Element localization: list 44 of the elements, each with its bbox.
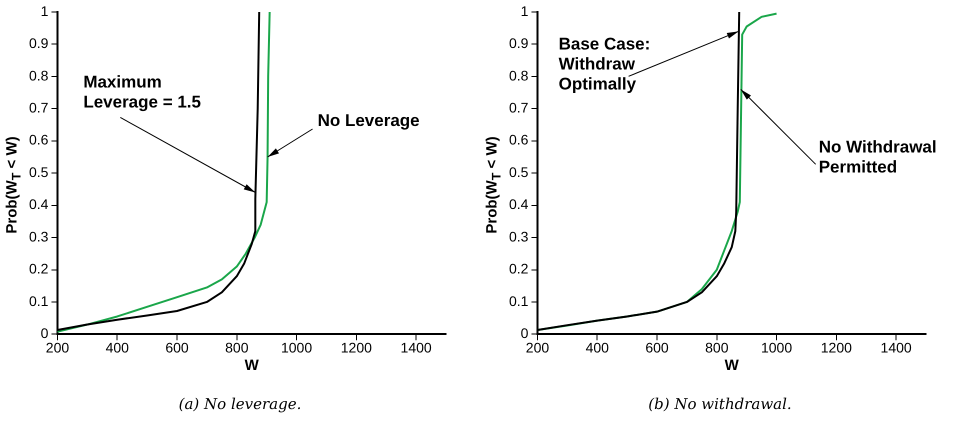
y-tick-label: 0.6 xyxy=(28,132,49,148)
x-tick-label: 1000 xyxy=(280,339,312,356)
y-tick-label: 0.8 xyxy=(508,67,529,84)
x-tick-label: 200 xyxy=(526,339,550,356)
x-tick-label: 600 xyxy=(645,339,669,356)
x-tick-label: 400 xyxy=(106,339,130,356)
y-tick-label: 0.5 xyxy=(28,164,49,180)
x-tick-label: 1000 xyxy=(760,339,792,356)
x-tick-label: 400 xyxy=(586,339,610,356)
y-tick-label: 0.3 xyxy=(508,228,529,244)
y-tick-label: 0.7 xyxy=(28,100,49,116)
y-tick-label: 0.4 xyxy=(508,196,529,212)
annotation: No Withdrawal Permitted xyxy=(818,138,937,177)
y-tick-label: 0.9 xyxy=(28,35,49,52)
y-tick-label: 1 xyxy=(520,2,529,19)
x-tick-label: 1400 xyxy=(880,339,912,356)
y-tick-label: 0.2 xyxy=(508,260,529,277)
y-tick-label: 0 xyxy=(520,325,529,342)
y-tick-label: 0.6 xyxy=(508,132,529,148)
y-tick-label: 0.1 xyxy=(28,292,49,309)
y-tick-label: 0.3 xyxy=(28,228,49,244)
annotation: No Leverage xyxy=(318,111,420,130)
y-tick-label: 0 xyxy=(40,325,49,342)
y-tick-label: 1 xyxy=(40,2,49,19)
y-tick-label: 0.9 xyxy=(508,35,529,52)
y-tick-label: 0.5 xyxy=(508,164,529,180)
text: (a) No leverage. xyxy=(178,395,302,413)
y-tick-label: 0.7 xyxy=(508,100,529,116)
x-axis-title: W xyxy=(244,357,260,374)
x-tick-label: 600 xyxy=(165,339,189,356)
x-tick-label: 1400 xyxy=(400,339,432,356)
x-tick-label: 800 xyxy=(705,339,729,356)
x-tick-label: 800 xyxy=(225,339,249,356)
x-tick-label: 1200 xyxy=(820,339,852,356)
y-tick-label: 0.1 xyxy=(508,292,529,309)
x-tick-label: 200 xyxy=(46,339,70,356)
y-tick-label: 0.8 xyxy=(28,67,49,84)
x-axis-title: W xyxy=(724,357,740,374)
y-tick-label: 0.4 xyxy=(28,196,49,212)
annotation: Base Case: Withdraw Optimally xyxy=(558,34,650,94)
annotation: Maximum Leverage = 1.5 xyxy=(83,72,201,112)
x-tick-label: 1200 xyxy=(340,339,372,356)
text: (b) No withdrawal. xyxy=(647,395,793,413)
y-tick-label: 0.2 xyxy=(28,260,49,277)
